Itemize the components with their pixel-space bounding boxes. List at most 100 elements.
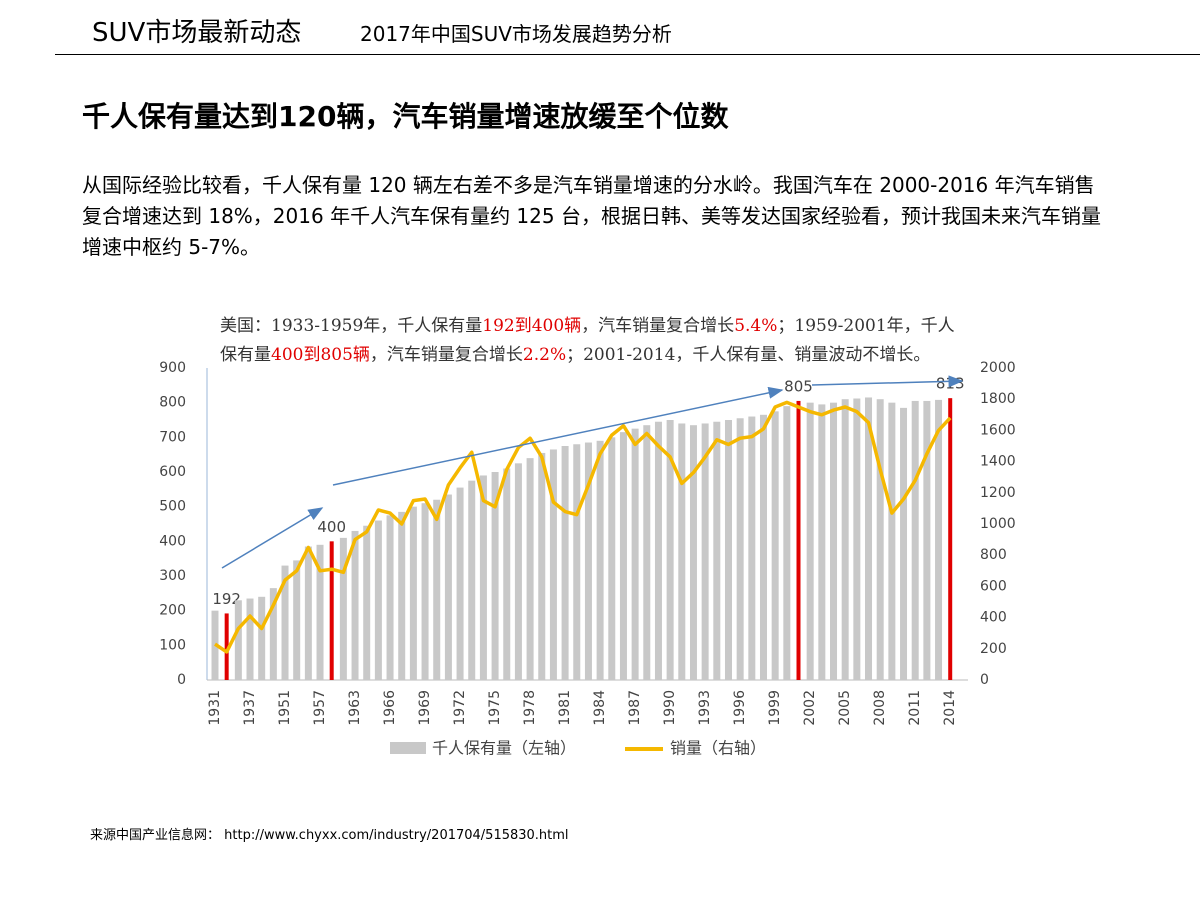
bar	[433, 499, 441, 680]
x-tick-label: 2008	[872, 690, 888, 726]
bar	[573, 444, 581, 680]
x-tick-label: 1990	[662, 690, 678, 726]
y-tick-label: 800	[159, 395, 186, 411]
bar	[503, 468, 511, 680]
annotation-segment: ，汽车销量复合增长	[581, 316, 735, 336]
bar	[329, 541, 334, 680]
bar	[853, 398, 861, 680]
chart-annotation: 美国：1933-1959年，千人保有量192到400辆，汽车销量复合增长5.4%…	[220, 312, 965, 370]
y2-tick-label: 600	[980, 578, 1007, 594]
bar	[258, 596, 266, 680]
bar	[398, 511, 406, 680]
x-tick-label: 2002	[802, 690, 818, 726]
x-tick-label: 2014	[942, 690, 958, 726]
y-tick-label: 100	[159, 637, 186, 653]
bar	[771, 411, 779, 680]
x-tick-label: 1978	[522, 690, 538, 726]
bar	[841, 399, 849, 680]
x-tick-label: 1963	[347, 690, 363, 726]
annotation-segment: 192到400辆	[482, 316, 582, 336]
x-tick-label: 1987	[627, 690, 643, 726]
bar	[935, 399, 943, 680]
bar	[339, 537, 347, 680]
bar	[293, 560, 301, 680]
annotation-segment: 2.2%	[522, 345, 567, 365]
bar	[281, 565, 289, 680]
legend-label: 千人保有量（左轴）	[432, 739, 576, 758]
trend-arrow	[811, 375, 964, 388]
trend-arrow	[221, 507, 324, 569]
bar	[724, 420, 732, 680]
x-tick-label: 2011	[907, 690, 923, 726]
bar	[468, 480, 476, 680]
x-tick-label: 1957	[312, 690, 328, 726]
y2-tick-label: 1800	[980, 391, 1016, 407]
bar	[619, 432, 627, 680]
bar	[701, 423, 709, 680]
value-label: 400	[317, 518, 346, 536]
bar	[456, 487, 464, 680]
x-tick-label: 1984	[592, 690, 608, 726]
bar	[900, 407, 908, 680]
annotation-segment: 5.4%	[734, 316, 778, 336]
bar	[654, 421, 662, 680]
bar	[234, 600, 242, 680]
bar	[479, 475, 487, 680]
bar	[948, 398, 953, 680]
header-subtitle: 2017年中国SUV市场发展趋势分析	[360, 22, 672, 46]
bar	[351, 530, 359, 680]
y-tick-label: 500	[159, 499, 186, 515]
x-tick-label: 2005	[837, 690, 853, 726]
bar	[363, 525, 371, 680]
y-tick-label: 200	[159, 603, 186, 619]
bar	[269, 588, 277, 680]
bar	[830, 402, 838, 680]
bar	[783, 406, 791, 680]
x-tick-label: 1975	[487, 690, 503, 726]
y2-tick-label: 0	[980, 672, 989, 688]
header-rule	[55, 54, 1200, 55]
x-tick-label: 1937	[242, 690, 258, 726]
bar	[911, 400, 919, 680]
bar	[759, 414, 767, 680]
y2-tick-label: 1400	[980, 454, 1016, 470]
bar	[796, 400, 801, 680]
y2-tick-label: 2000	[980, 360, 1016, 376]
annotation-segment: ；2001-2014，千人保有量、销量波动不增长。	[566, 345, 931, 365]
x-tick-label: 1951	[277, 690, 293, 726]
bar	[224, 613, 229, 680]
bar	[689, 425, 697, 680]
y-tick-label: 300	[159, 568, 186, 584]
x-tick-label: 1993	[697, 690, 713, 726]
y-tick-label: 400	[159, 533, 186, 549]
x-tick-label: 1969	[417, 690, 433, 726]
bar	[608, 437, 616, 680]
y-tick-label: 600	[159, 464, 186, 480]
y-tick-label: 0	[177, 672, 186, 688]
x-tick-label: 1996	[732, 690, 748, 726]
bar	[526, 458, 534, 680]
value-label: 805	[784, 377, 813, 395]
bar	[561, 446, 569, 680]
y2-tick-label: 1000	[980, 516, 1016, 532]
bar	[538, 452, 546, 680]
trend-arrow	[332, 386, 784, 486]
bar	[316, 544, 324, 680]
value-label: 192	[212, 590, 241, 608]
bar	[246, 598, 254, 680]
y2-tick-label: 400	[980, 610, 1007, 626]
bar	[386, 515, 394, 680]
body-text: 从国际经验比较看，千人保有量 120 辆左右差不多是汽车销量增速的分水岭。我国汽…	[82, 173, 1101, 259]
y2-tick-label: 1600	[980, 422, 1016, 438]
x-tick-label: 1931	[207, 690, 223, 726]
bar	[666, 420, 674, 680]
annotation-segment: 400到805辆	[271, 345, 370, 365]
bar	[409, 506, 417, 680]
legend-label: 销量（右轴）	[670, 739, 766, 758]
x-tick-label: 1981	[557, 690, 573, 726]
bar	[549, 449, 557, 680]
bar	[514, 463, 522, 680]
bar	[748, 416, 756, 680]
source: 来源中国产业信息网： http://www.chyxx.com/industry…	[90, 828, 569, 843]
